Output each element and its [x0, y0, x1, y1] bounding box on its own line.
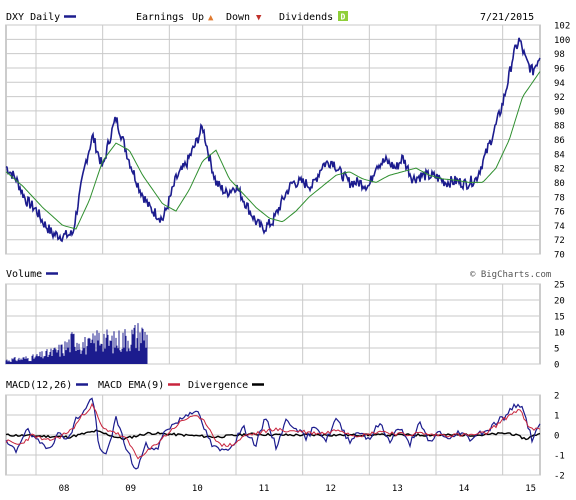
price-y-tick-label: 102 [554, 22, 570, 32]
macd-ema-line [5, 402, 541, 460]
price-y-tick-label: 92 [554, 93, 565, 103]
macd-y-tick-label: -2 [554, 472, 565, 482]
macd-label: MACD(12,26) [6, 380, 72, 391]
price-y-tick-label: 78 [554, 193, 565, 203]
price-y-tick-label: 96 [554, 64, 565, 74]
volume-y-frame [5, 283, 541, 365]
volume-y-tick-label: 20 [554, 297, 565, 307]
dividend-d-glyph: D [341, 13, 346, 22]
bigcharts-credit: © BigCharts.com [470, 270, 551, 280]
price-y-tick-label: 82 [554, 165, 565, 175]
divergence-line [5, 429, 541, 441]
volume-label: Volume [6, 269, 42, 280]
divergence-label: Divergence [188, 380, 248, 391]
price-panel: 70 72 74 76 78 80 82 84 86 88 90 92 94 96 98 100 102 [5, 22, 570, 261]
dividend-d-icon [338, 11, 348, 21]
x-tick-label: 14 [459, 484, 470, 494]
earnings-label: Earnings [136, 12, 184, 23]
price-y-tick-label: 84 [554, 150, 565, 160]
price-y-tick-label: 100 [554, 36, 570, 46]
x-tick-label: 09 [125, 484, 136, 494]
x-tick-label: 10 [192, 484, 203, 494]
price-y-tick-label: 86 [554, 136, 565, 146]
price-y-tick-label: 72 [554, 236, 565, 246]
volume-y-tick-label: 15 [554, 313, 565, 323]
earnings-down-label: Down [226, 12, 250, 23]
macd-y-tick-label: 1 [554, 412, 559, 422]
dividends-label: Dividends [279, 12, 333, 23]
price-y-tick-label: 94 [554, 79, 565, 89]
x-tick-label: 13 [392, 484, 403, 494]
x-tick-label: 12 [325, 484, 336, 494]
x-tick-label: 11 [259, 484, 270, 494]
price-y-tick-label: 76 [554, 208, 565, 218]
macd-line [5, 397, 541, 470]
price-y-tick-label: 88 [554, 122, 565, 132]
price-y-tick-label: 74 [554, 222, 565, 232]
macd-y-tick-label: 2 [554, 392, 559, 402]
x-axis: 08 09 10 11 12 13 14 15 [59, 484, 537, 494]
price-y-tick-label: 98 [554, 50, 565, 60]
symbol-label: DXY Daily [6, 12, 60, 23]
triangle-up-icon: ▲ [208, 13, 214, 23]
volume-y-tick-label: 5 [554, 345, 559, 355]
chart-date: 7/21/2015 [480, 12, 534, 23]
macd-y-tick-label: -1 [554, 452, 565, 462]
volume-y-tick-label: 10 [554, 329, 565, 339]
macd-panel: -2 -1 0 1 2 [5, 392, 565, 482]
moving-average-line [5, 71, 541, 230]
volume-panel: 0 5 10 15 20 25 [5, 281, 565, 371]
price-y-tick-label: 90 [554, 107, 565, 117]
price-line [5, 37, 541, 243]
price-y-tick-label: 80 [554, 179, 565, 189]
volume-y-tick-label: 0 [554, 361, 559, 371]
macd-ema-label: MACD EMA(9) [98, 380, 164, 391]
triangle-down-icon: ▼ [256, 13, 262, 23]
macd-y-tick-label: 0 [554, 432, 559, 442]
earnings-up-label: Up [192, 12, 204, 23]
x-tick-label: 15 [525, 484, 536, 494]
volume-y-tick-label: 25 [554, 281, 565, 291]
x-tick-label: 08 [59, 484, 70, 494]
price-y-tick-label: 70 [554, 251, 565, 261]
